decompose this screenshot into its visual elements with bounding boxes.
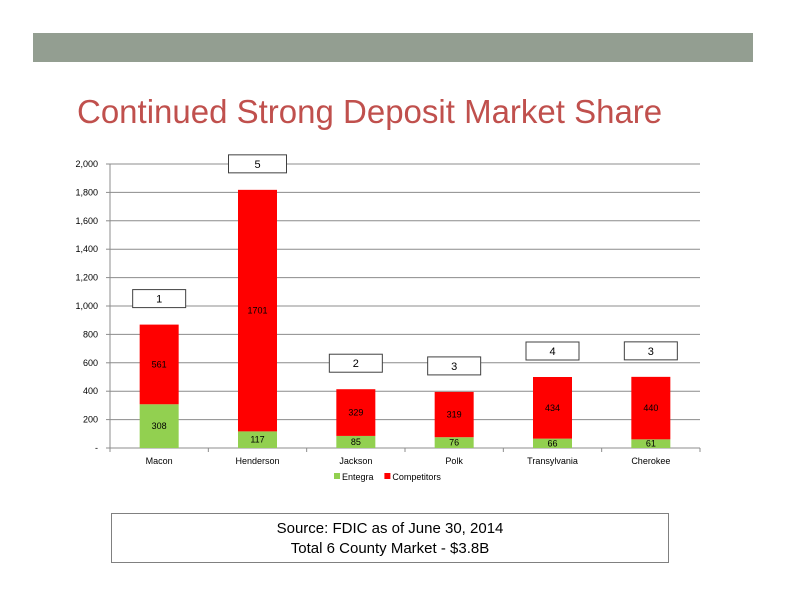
top-band <box>33 33 753 62</box>
y-tick-label: 1,000 <box>75 301 98 311</box>
y-tick-label: 2,000 <box>75 159 98 169</box>
data-label: 308 <box>152 421 167 431</box>
x-tick-label: Jackson <box>339 456 372 466</box>
bar-entegra-transylvania <box>533 438 572 448</box>
slide-title: Continued Strong Deposit Market Share <box>77 93 663 130</box>
rank-box <box>427 356 482 376</box>
bar-entegra-henderson <box>238 431 277 448</box>
rank-label: 4 <box>549 346 555 358</box>
bar-entegra-jackson <box>336 435 376 448</box>
rank-label: 3 <box>451 361 457 373</box>
data-label: 85 <box>351 437 361 447</box>
rank-label: 5 <box>254 159 260 171</box>
x-tick-label: Polk <box>445 456 463 466</box>
data-label: 76 <box>449 438 459 448</box>
y-tick-label: 1,600 <box>75 216 98 226</box>
y-tick-label: 400 <box>83 386 98 396</box>
y-tick-label: 1,400 <box>75 244 98 254</box>
x-tick-label: Cherokee <box>631 456 670 466</box>
legend-swatch-entegra <box>334 473 340 479</box>
bar-competitors-transylvania <box>533 377 572 439</box>
rank-label: 2 <box>353 358 359 370</box>
x-tick-label: Henderson <box>235 456 279 466</box>
data-label: 440 <box>643 403 658 413</box>
data-label: 117 <box>250 435 264 445</box>
rank-box <box>525 341 580 361</box>
legend-swatch-competitors <box>384 473 391 479</box>
bar-competitors-jackson <box>336 389 376 436</box>
data-label: 66 <box>547 438 557 448</box>
bar-competitors-polk <box>434 391 474 438</box>
x-tick-label: Transylvania <box>527 456 578 466</box>
y-tick-label: - <box>95 443 98 453</box>
data-label: 1701 <box>247 306 267 316</box>
y-tick-label: 600 <box>83 358 98 368</box>
bar-entegra-cherokee <box>631 439 671 448</box>
bar-competitors-macon <box>139 324 179 405</box>
legend-label: Entegra <box>342 472 374 482</box>
y-tick-label: 200 <box>83 415 98 425</box>
rank-box <box>132 289 187 309</box>
data-label: 329 <box>348 408 363 418</box>
y-tick-label: 1,200 <box>75 273 98 283</box>
data-label: 319 <box>447 410 462 420</box>
stacked-bar-chart: - 200 400 600 800 1,000 1,200 1,400 1,600 1,800 2,… <box>75 154 701 482</box>
data-label: 561 <box>152 359 167 369</box>
y-tick-label: 800 <box>83 329 98 339</box>
source-line-1: Source: FDIC as of June 30, 2014 <box>276 520 504 537</box>
rank-box <box>328 353 383 373</box>
source-line-2: Total 6 County Market - $3.8B <box>290 540 490 557</box>
bar-competitors-henderson <box>238 189 277 432</box>
bar-entegra-polk <box>434 437 474 448</box>
x-tick-label: Macon <box>146 456 173 466</box>
rank-box <box>228 154 287 174</box>
bar-entegra-macon <box>139 404 179 448</box>
rank-label: 3 <box>648 346 654 358</box>
legend-label: Competitors <box>392 472 441 482</box>
rank-label: 1 <box>156 294 162 306</box>
bar-competitors-cherokee <box>631 376 671 440</box>
source-box: Source: FDIC as of June 30, 2014 Total 6… <box>111 513 669 563</box>
data-label: 434 <box>545 403 560 413</box>
y-tick-label: 1,800 <box>75 187 98 197</box>
rank-box <box>623 341 678 361</box>
data-label: 61 <box>646 439 656 449</box>
